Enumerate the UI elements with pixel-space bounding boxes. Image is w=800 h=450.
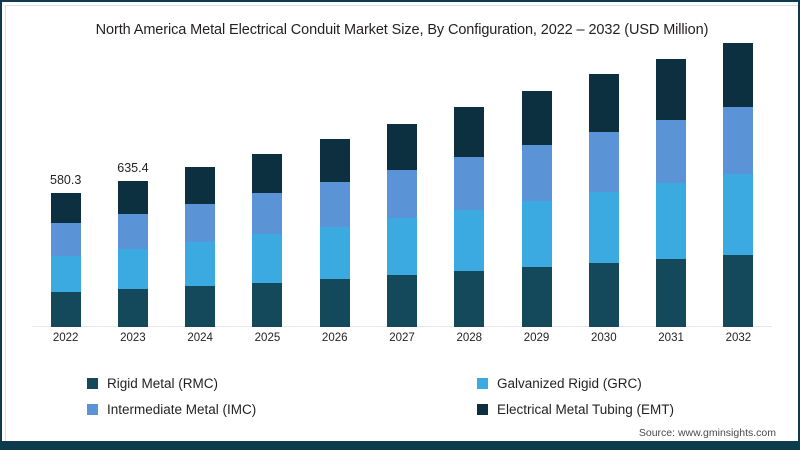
bar-segment[interactable] xyxy=(723,43,754,108)
bar-segment[interactable] xyxy=(588,263,619,327)
bar-segment[interactable] xyxy=(454,107,485,158)
bar-segment[interactable] xyxy=(723,174,754,256)
bar-segment[interactable] xyxy=(319,181,350,227)
x-axis-tick-2022: 2022 xyxy=(52,332,79,344)
bar-group[interactable] xyxy=(521,90,552,327)
legend-item[interactable]: Rigid Metal (RMC) xyxy=(87,376,477,391)
legend-label: Rigid Metal (RMC) xyxy=(107,375,219,391)
bar-group[interactable] xyxy=(723,43,754,327)
bar-group[interactable] xyxy=(185,167,216,327)
bar-segment[interactable] xyxy=(588,131,619,192)
x-axis-tick-2032: 2032 xyxy=(725,332,752,344)
x-axis-tick-2023: 2023 xyxy=(120,332,146,344)
bar-segment[interactable] xyxy=(50,292,81,327)
plot-area: 580.3 635.4 xyxy=(32,43,772,327)
bar-segment[interactable] xyxy=(319,226,350,280)
bar-segment[interactable] xyxy=(319,138,350,182)
bar-segment[interactable] xyxy=(50,193,81,224)
bar-value-label: 580.3 xyxy=(50,173,82,188)
legend-item[interactable]: Electrical Metal Tubing (EMT) xyxy=(477,402,727,417)
bar-segment[interactable] xyxy=(252,234,283,283)
bar-segment[interactable] xyxy=(454,209,485,272)
bar-segment[interactable] xyxy=(521,90,552,145)
bar-group[interactable] xyxy=(50,193,81,327)
bar-segment[interactable] xyxy=(252,282,283,327)
bar-group[interactable] xyxy=(588,74,619,327)
bar-group[interactable] xyxy=(387,123,417,327)
bar-segment[interactable] xyxy=(185,241,216,286)
x-axis-tick-2026: 2026 xyxy=(321,332,348,344)
legend-item[interactable]: Galvanized Rigid (GRC) xyxy=(477,376,727,391)
bar-segment[interactable] xyxy=(50,255,81,293)
bar-group[interactable] xyxy=(656,58,687,327)
x-axis-tick-2024: 2024 xyxy=(187,332,213,344)
legend-label: Intermediate Metal (IMC) xyxy=(107,401,257,417)
bar-segment[interactable] xyxy=(117,248,148,290)
bar-segment[interactable] xyxy=(252,192,283,235)
x-axis-tick-labels: 2022 2023 2024 2025 2026 2027 2028 2029 2030 2031… xyxy=(32,332,772,352)
bar-segment[interactable] xyxy=(50,223,81,256)
chart-title: North America Metal Electrical Conduit M… xyxy=(95,22,709,38)
bar-segment[interactable] xyxy=(588,74,619,132)
legend-label: Galvanized Rigid (GRC) xyxy=(497,375,642,391)
legend-swatch-icon xyxy=(477,403,488,415)
bar-segment[interactable] xyxy=(387,218,417,276)
bar-group[interactable] xyxy=(319,138,350,327)
bar-segment[interactable] xyxy=(723,255,754,327)
legend-item[interactable]: Intermediate Metal (IMC) xyxy=(87,402,477,417)
bar-segment[interactable] xyxy=(319,279,350,327)
legend-swatch-icon xyxy=(477,377,488,389)
bar-segment[interactable] xyxy=(387,169,417,219)
bar-segment[interactable] xyxy=(723,107,754,175)
bar-segment[interactable] xyxy=(454,271,485,327)
bar-segment[interactable] xyxy=(521,200,552,268)
bar-segment[interactable] xyxy=(588,191,619,264)
bar-segment[interactable] xyxy=(521,267,552,327)
chart-legend: Rigid Metal (RMC) Galvanized Rigid (GRC) I… xyxy=(87,370,727,422)
bar-segment[interactable] xyxy=(656,58,687,120)
bar-segment[interactable] xyxy=(185,285,216,327)
legend-swatch-icon xyxy=(87,403,98,415)
bar-segment[interactable] xyxy=(185,167,216,204)
bar-segment[interactable] xyxy=(117,289,148,327)
x-axis-tick-2031: 2031 xyxy=(658,332,684,344)
legend-swatch-icon xyxy=(87,377,98,389)
bar-segment[interactable] xyxy=(656,119,687,184)
bar-segment[interactable] xyxy=(387,123,417,170)
bar-group[interactable] xyxy=(454,107,485,327)
bar-segment[interactable] xyxy=(117,213,148,249)
x-axis-tick-2027: 2027 xyxy=(389,332,415,344)
bar-group[interactable] xyxy=(252,153,283,327)
bar-segment[interactable] xyxy=(252,153,283,193)
bar-segment[interactable] xyxy=(454,157,485,210)
x-axis-tick-2025: 2025 xyxy=(254,332,281,344)
bar-group[interactable] xyxy=(117,180,148,327)
x-axis-tick-2030: 2030 xyxy=(591,332,617,344)
x-axis-tick-2028: 2028 xyxy=(456,332,483,344)
bar-segment[interactable] xyxy=(656,259,687,327)
bar-segment[interactable] xyxy=(521,144,552,201)
bar-segment[interactable] xyxy=(387,275,417,327)
footer-bar xyxy=(2,441,798,448)
bar-segment[interactable] xyxy=(185,203,216,242)
source-note: Source: www.gminsights.com xyxy=(638,427,776,439)
bar-segment[interactable] xyxy=(117,180,148,214)
bar-segment[interactable] xyxy=(656,183,687,260)
bar-value-label: 635.4 xyxy=(117,160,149,175)
legend-label: Electrical Metal Tubing (EMT) xyxy=(497,401,675,417)
x-axis-tick-2029: 2029 xyxy=(523,332,550,344)
